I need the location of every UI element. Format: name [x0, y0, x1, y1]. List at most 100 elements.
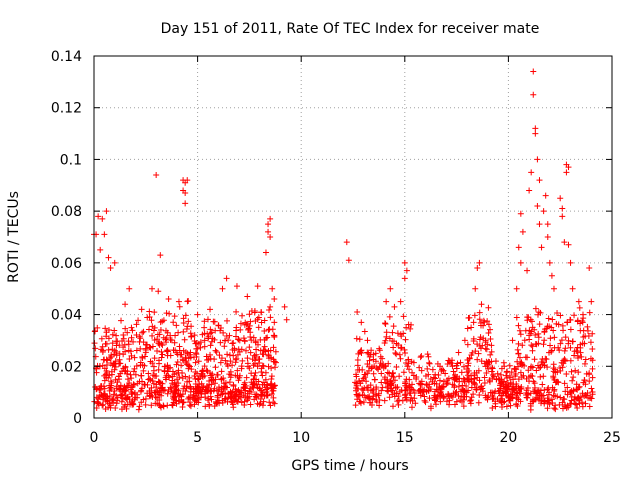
data-point — [221, 396, 228, 403]
data-point — [519, 342, 526, 349]
data-point — [468, 384, 475, 391]
data-point — [548, 324, 555, 331]
data-point — [111, 259, 118, 266]
data-point — [475, 367, 482, 374]
data-point — [238, 363, 245, 370]
data-point — [464, 325, 471, 332]
data-point — [172, 332, 179, 339]
data-point — [582, 400, 589, 407]
data-point — [197, 344, 204, 351]
data-point — [437, 389, 444, 396]
data-point — [391, 377, 398, 384]
data-point — [157, 385, 164, 392]
data-point — [153, 171, 160, 178]
data-point — [455, 383, 462, 390]
data-point — [122, 301, 129, 308]
data-point — [526, 327, 533, 334]
data-point — [139, 329, 146, 336]
data-point — [574, 344, 581, 351]
data-point — [180, 347, 187, 354]
data-point — [410, 386, 417, 393]
data-point — [532, 340, 539, 347]
data-point — [562, 334, 569, 341]
data-point — [589, 374, 596, 381]
data-point — [367, 399, 374, 406]
data-point — [155, 288, 162, 295]
data-point — [445, 375, 452, 382]
data-point — [402, 350, 409, 357]
data-point — [111, 327, 118, 334]
data-point — [535, 309, 542, 316]
data-point — [489, 389, 496, 396]
data-point — [427, 405, 434, 412]
data-point — [379, 355, 386, 362]
data-point — [572, 367, 579, 374]
data-point — [148, 402, 155, 409]
data-point — [237, 320, 244, 327]
data-point — [567, 259, 574, 266]
data-point — [162, 363, 169, 370]
data-point — [259, 362, 266, 369]
data-point — [176, 343, 183, 350]
data-point — [254, 400, 261, 407]
data-point — [489, 365, 496, 372]
data-point — [128, 324, 135, 331]
data-point — [504, 379, 511, 386]
data-point — [243, 374, 250, 381]
data-point — [376, 345, 383, 352]
data-point — [550, 327, 557, 334]
data-point — [137, 335, 144, 342]
data-point — [569, 377, 576, 384]
data-point — [366, 363, 373, 370]
data-point — [259, 372, 266, 379]
data-point — [567, 357, 574, 364]
data-point — [128, 334, 135, 341]
data-point — [258, 319, 265, 326]
data-point — [583, 392, 590, 399]
data-point — [194, 345, 201, 352]
data-point — [252, 357, 259, 364]
data-point — [169, 402, 176, 409]
data-point — [180, 328, 187, 335]
data-point — [531, 356, 538, 363]
data-point — [111, 366, 118, 373]
data-point — [163, 310, 170, 317]
data-point — [563, 370, 570, 377]
data-point — [246, 311, 253, 318]
data-point — [366, 353, 373, 360]
data-point — [118, 317, 125, 324]
data-point — [149, 393, 156, 400]
data-point — [202, 390, 209, 397]
data-point — [244, 293, 251, 300]
data-point — [157, 326, 164, 333]
grid-lines — [94, 56, 612, 418]
data-point — [224, 317, 231, 324]
data-point — [582, 392, 589, 399]
data-point — [586, 394, 593, 401]
data-point — [130, 381, 137, 388]
data-point — [557, 312, 564, 319]
data-point — [117, 391, 124, 398]
data-point — [498, 403, 505, 410]
data-point — [251, 396, 258, 403]
data-point — [259, 402, 266, 409]
data-point — [526, 187, 533, 194]
data-point — [267, 303, 274, 310]
data-point — [555, 379, 562, 386]
data-point — [476, 316, 483, 323]
data-point — [101, 365, 108, 372]
data-point — [532, 125, 539, 132]
data-point — [562, 345, 569, 352]
data-point — [109, 331, 116, 338]
data-point — [95, 213, 102, 220]
data-point — [559, 322, 566, 329]
data-point — [230, 352, 237, 359]
data-point — [242, 382, 249, 389]
data-point — [184, 378, 191, 385]
data-point — [233, 324, 240, 331]
data-point — [577, 327, 584, 334]
data-point — [281, 303, 288, 310]
data-point — [149, 285, 156, 292]
data-point — [160, 403, 167, 410]
data-point — [437, 363, 444, 370]
